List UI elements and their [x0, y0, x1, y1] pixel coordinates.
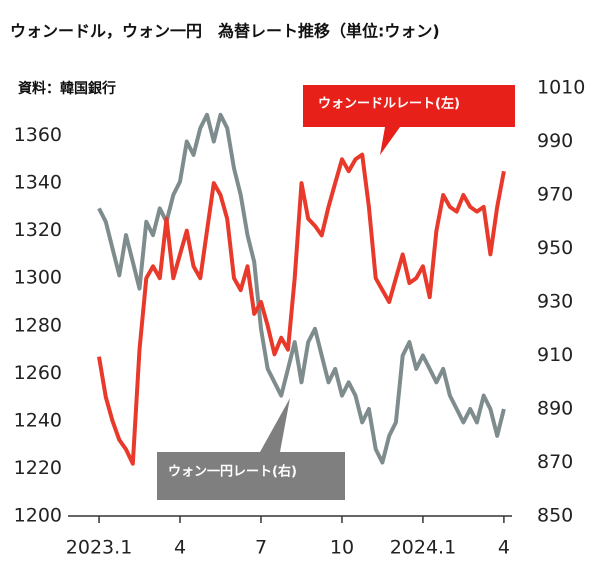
y-tick-label: 1340	[14, 172, 62, 194]
y2-tick-label: 870	[537, 451, 573, 473]
x-tick-label: 4	[498, 537, 510, 559]
y2-tick-label: 950	[537, 237, 573, 259]
source: 資料：韓国銀行	[18, 80, 116, 97]
series-line	[97, 112, 506, 465]
y-tick-label: 1260	[14, 362, 62, 384]
x-tick-label: 10	[330, 537, 354, 559]
y-tick-label: 1300	[14, 267, 62, 289]
y2-tick-label: 990	[537, 130, 573, 152]
chart-title: ウォンードル，ウォン一円 為替レート推移（単位:ウォン)	[10, 22, 440, 41]
red-callout	[303, 85, 515, 155]
y-tick-label: 1360	[14, 124, 62, 146]
y-tick-label: 1280	[14, 314, 62, 336]
y-tick-label: 1200	[14, 505, 62, 527]
x-tick-label: 4	[174, 537, 186, 559]
x-tick-label: 7	[255, 537, 267, 559]
y-tick-label: 1320	[14, 219, 62, 241]
y2-tick-label: 910	[537, 344, 573, 366]
series-line	[97, 152, 506, 466]
y2-tick-label: 890	[537, 398, 573, 420]
y2-tick-label: 850	[537, 505, 573, 527]
y-tick-label: 1220	[14, 457, 62, 479]
y-tick-label: 1240	[14, 409, 62, 431]
gray-callout	[157, 398, 345, 500]
legend-entry: ウォンードルレート(左)	[318, 96, 460, 112]
y2-tick-label: 970	[537, 184, 573, 206]
y2-tick-label: 930	[537, 291, 573, 313]
x-tick-label: 2024.1	[390, 537, 456, 559]
y2-tick-label: 1010	[537, 77, 585, 99]
legend-entry: ウォン一円レート(右)	[168, 464, 297, 480]
x-tick-label: 2023.1	[66, 537, 132, 559]
